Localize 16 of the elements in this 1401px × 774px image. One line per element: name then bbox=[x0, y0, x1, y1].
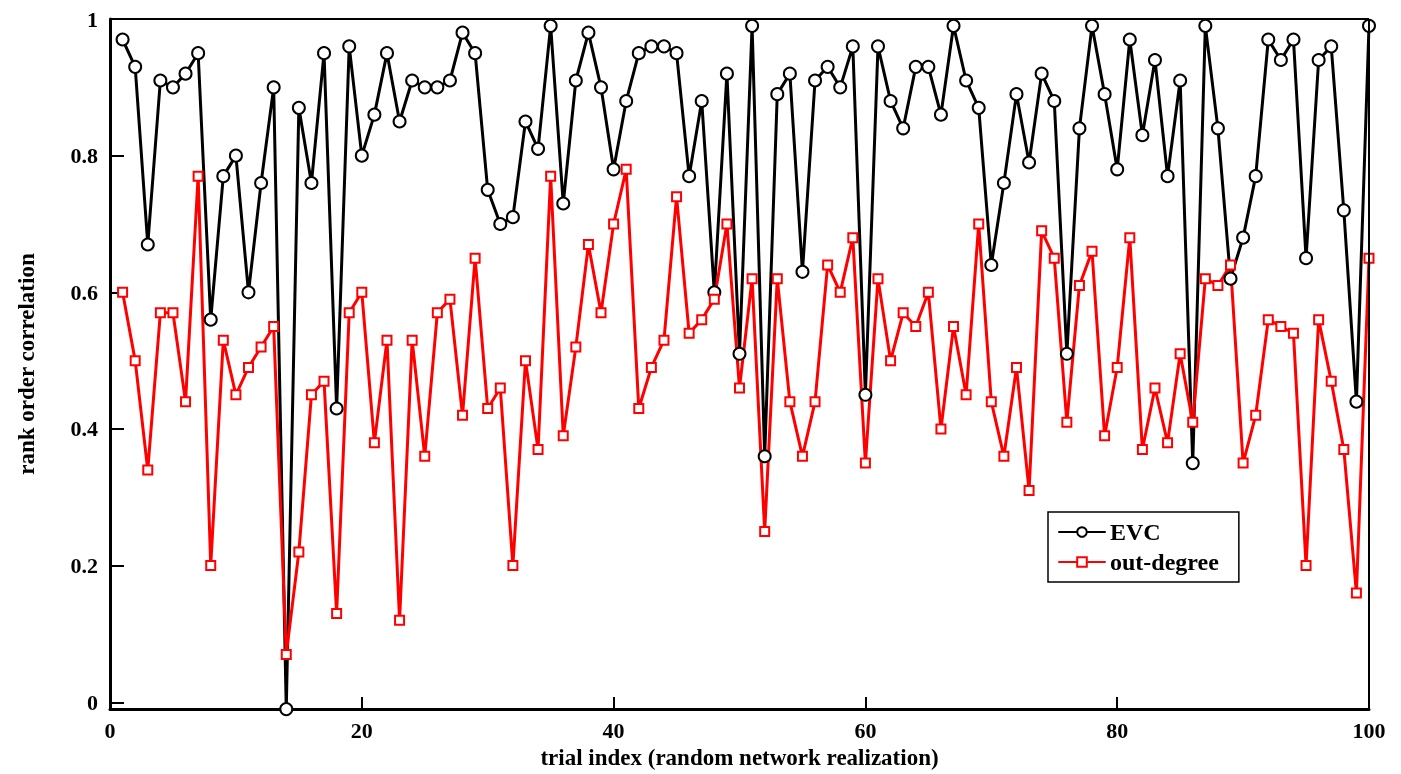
y-tick-label: 0.4 bbox=[70, 416, 98, 442]
y-tick-label: 0.6 bbox=[70, 279, 98, 305]
x-tick-label: 80 bbox=[1106, 717, 1129, 743]
y-axis-title: rank order correlation bbox=[14, 253, 39, 475]
y-tick-label: 0 bbox=[87, 689, 98, 715]
x-tick-label: 100 bbox=[1352, 717, 1386, 743]
x-axis-title: trial index (random network realization) bbox=[540, 745, 939, 770]
x-tick-label: 20 bbox=[350, 717, 373, 743]
legend-label: out-degree bbox=[1110, 549, 1220, 575]
x-tick-label: 0 bbox=[104, 717, 116, 743]
x-tick-label: 40 bbox=[602, 717, 625, 743]
legend-label: EVC bbox=[1110, 519, 1161, 545]
y-tick-label: 0.2 bbox=[70, 553, 98, 579]
x-tick-label: 60 bbox=[854, 717, 877, 743]
y-tick-label: 0.8 bbox=[70, 143, 98, 169]
y-tick-label: 1 bbox=[87, 6, 98, 32]
